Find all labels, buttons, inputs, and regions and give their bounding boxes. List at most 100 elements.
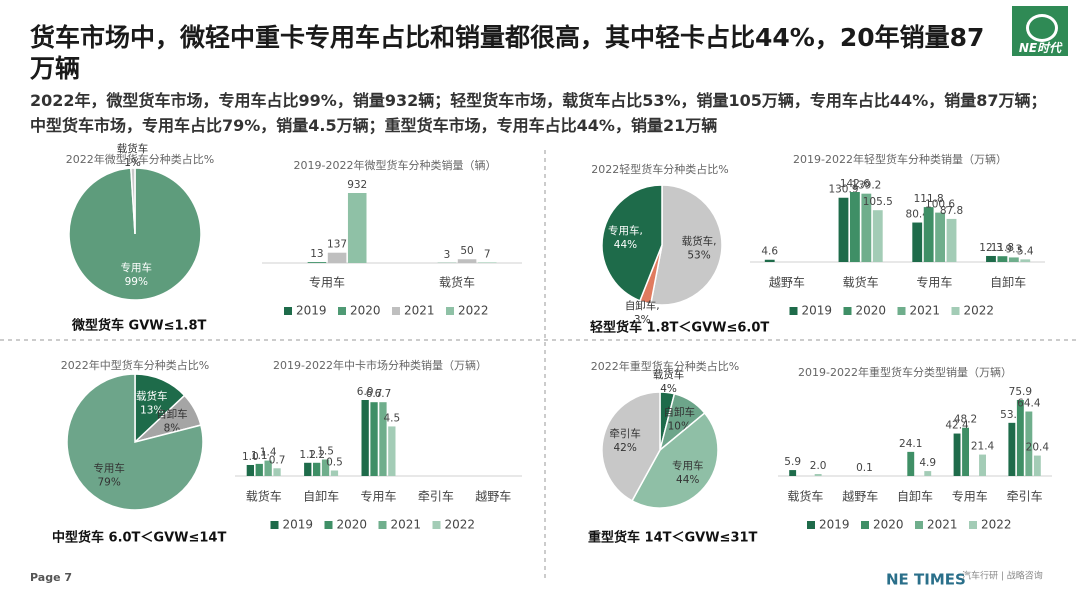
panel-caption: 微型货车 GVW≤1.8T <box>71 318 207 334</box>
value-label: 1.2 <box>308 449 325 461</box>
chart-title: 2019-2022年中卡市场分种类销量（万辆） <box>273 358 487 372</box>
slice-value: 13% <box>140 404 163 416</box>
bar <box>1020 259 1031 262</box>
value-label: 87.8 <box>940 205 963 217</box>
slice-value: 44% <box>676 474 699 486</box>
x-tick-label: 越野车 <box>475 489 511 504</box>
legend-swatch <box>432 521 441 529</box>
bar <box>330 470 339 476</box>
legend-swatch <box>338 307 346 315</box>
legend-label: 2020 <box>337 518 368 532</box>
legend-swatch <box>807 521 815 529</box>
legend-swatch <box>861 521 869 529</box>
legend-label: 2020 <box>350 304 381 318</box>
value-label: 64.4 <box>1017 398 1041 410</box>
bar <box>370 402 378 476</box>
x-tick-label: 载货车 <box>843 275 879 290</box>
chart-title: 2022年重型货车分种类占比% <box>591 359 739 373</box>
slice-label: 载货车 <box>117 142 149 155</box>
value-label: 100.6 <box>925 199 955 211</box>
value-label: 48.2 <box>954 414 977 426</box>
x-tick-label: 自卸车 <box>303 489 339 504</box>
legend-label: 2022 <box>458 304 489 318</box>
value-label: 137 <box>327 239 347 251</box>
pie-slice <box>601 391 661 502</box>
bar <box>477 262 497 263</box>
value-label: 1.1 <box>251 450 268 462</box>
value-label: 5.4 <box>1017 245 1034 257</box>
bar <box>962 427 969 476</box>
value-label: 1.5 <box>317 445 334 457</box>
bar <box>1008 257 1019 262</box>
bar <box>388 426 396 476</box>
legend-label: 2021 <box>391 518 422 532</box>
legend-swatch <box>843 307 852 315</box>
value-label: 932 <box>347 179 367 191</box>
legend-label: 2021 <box>927 518 958 532</box>
legend-swatch <box>969 521 977 529</box>
value-label: 0.7 <box>269 454 286 466</box>
bar <box>907 451 915 476</box>
value-label: 2.0 <box>810 460 827 472</box>
value-label: 6.9 <box>357 386 374 398</box>
bar <box>946 218 957 262</box>
chart-title: 2019-2022年重型货车分类型销量（万辆） <box>798 365 1012 379</box>
tagline: 汽车行研 | 战略咨询 <box>962 570 1043 582</box>
legend-swatch <box>270 521 279 529</box>
legend-swatch <box>915 521 923 529</box>
value-label: 1.2 <box>299 449 316 461</box>
x-tick-label: 牵引车 <box>1007 489 1043 504</box>
pie-slice <box>66 373 204 511</box>
bar <box>307 262 327 263</box>
value-label: 3 <box>444 249 451 261</box>
bar <box>313 462 321 476</box>
bar <box>246 464 255 476</box>
legend-label: 2019 <box>283 518 314 532</box>
value-label: 75.9 <box>1009 386 1032 398</box>
value-label: 80.4 <box>906 209 930 221</box>
value-label: 4.5 <box>383 412 400 424</box>
value-label: 6.7 <box>366 388 383 400</box>
subtitle: 2022年，微型货车市场，专用车占比99%，销量932辆；轻型货车市场，载货车占… <box>30 91 1047 135</box>
legend-swatch <box>284 307 292 315</box>
bar <box>912 222 923 262</box>
x-tick-label: 专用车 <box>309 275 345 290</box>
slice-value: 79% <box>97 476 120 488</box>
bar <box>327 252 347 263</box>
value-label: 1.0 <box>242 451 259 463</box>
title: 货车市场中，微轻中重卡专用车占比和销量都很高，其中轻卡占比44%，20年销量87… <box>30 23 985 83</box>
bar <box>264 460 272 476</box>
value-label: 4.9 <box>919 457 936 469</box>
slice-value: 1% <box>124 157 141 169</box>
panel-caption: 轻型货车 1.8T＜GVW≤6.0T <box>590 320 769 336</box>
value-label: 139.2 <box>851 180 881 192</box>
bar <box>255 463 263 476</box>
bar <box>923 207 934 262</box>
legend-label: 2020 <box>873 518 904 532</box>
bar <box>861 193 872 262</box>
slice-value: 3% <box>634 314 651 326</box>
legend-swatch <box>951 307 960 315</box>
x-tick-label: 自卸车 <box>990 275 1026 290</box>
x-tick-label: 牵引车 <box>418 489 454 504</box>
legend-swatch <box>897 307 906 315</box>
value-label: 111.8 <box>914 193 944 205</box>
slice-label: 载货车 <box>136 389 168 402</box>
bar <box>764 259 775 262</box>
value-label: 24.1 <box>899 438 922 450</box>
pie-slice <box>601 184 663 302</box>
value-label: 142.6 <box>840 178 870 190</box>
value-label: 21.4 <box>971 441 995 453</box>
value-label: 50 <box>460 245 473 257</box>
bar <box>979 454 986 476</box>
slice-label: 自卸车 <box>664 406 696 419</box>
x-tick-label: 自卸车 <box>897 489 933 504</box>
value-label: 0.5 <box>326 456 343 468</box>
value-label: 105.5 <box>863 196 893 208</box>
legend-swatch <box>392 307 400 315</box>
legend-label: 2019 <box>819 518 850 532</box>
chart-title: 2022年微型货车分种类占比% <box>66 152 214 166</box>
x-tick-label: 越野车 <box>842 489 878 504</box>
pie-slice <box>631 411 719 509</box>
